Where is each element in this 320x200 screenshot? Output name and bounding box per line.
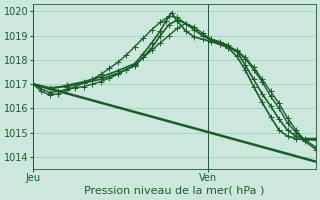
X-axis label: Pression niveau de la mer( hPa ): Pression niveau de la mer( hPa ) <box>84 186 265 196</box>
